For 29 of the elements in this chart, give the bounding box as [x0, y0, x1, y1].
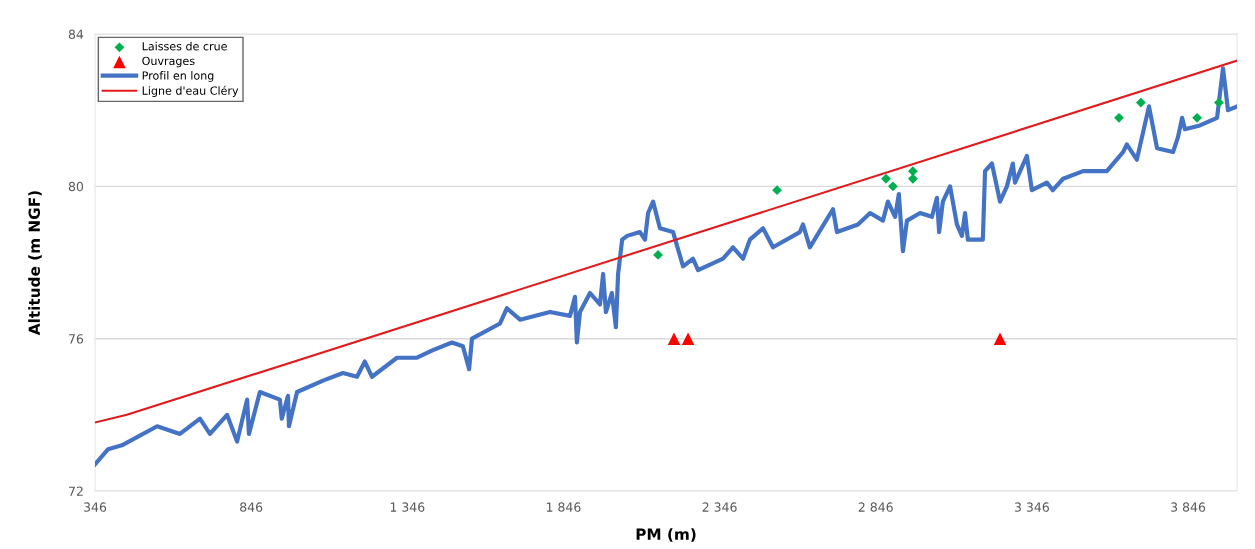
point — [1192, 112, 1202, 123]
x-tick-label: 3 846 — [1171, 502, 1206, 512]
x-tick-label: 3 346 — [1014, 502, 1049, 512]
point — [1114, 112, 1124, 123]
y-tick-label: 80 — [68, 181, 84, 192]
point — [888, 181, 898, 192]
y-tick-label: 76 — [69, 334, 84, 344]
point — [772, 185, 782, 196]
point — [681, 332, 695, 345]
x-axis-title: PM (m) — [636, 528, 696, 542]
legend-label: Ligne d'eau Cléry — [142, 85, 239, 97]
point — [881, 173, 891, 184]
point — [1214, 97, 1224, 108]
x-tick-label: 846 — [240, 502, 263, 512]
legend-label: Laisses de crue — [142, 41, 227, 51]
legend-label: Ouvrages — [142, 56, 195, 68]
point — [667, 332, 681, 345]
x-tick-label: 2 346 — [702, 502, 737, 512]
y-tick-label: 72 — [69, 486, 83, 496]
point — [1135, 97, 1146, 108]
x-tick-label: 1 346 — [390, 502, 425, 512]
point — [993, 332, 1007, 345]
legend-label: Profil en long — [142, 71, 214, 82]
y-tick-label: 84 — [68, 29, 84, 39]
y-axis-title: Altitude (m NGF) — [28, 191, 42, 336]
x-tick-label: 1 846 — [546, 502, 581, 512]
x-tick-label: 346 — [84, 502, 107, 512]
x-tick-label: 2 846 — [858, 502, 893, 512]
point — [653, 250, 663, 260]
